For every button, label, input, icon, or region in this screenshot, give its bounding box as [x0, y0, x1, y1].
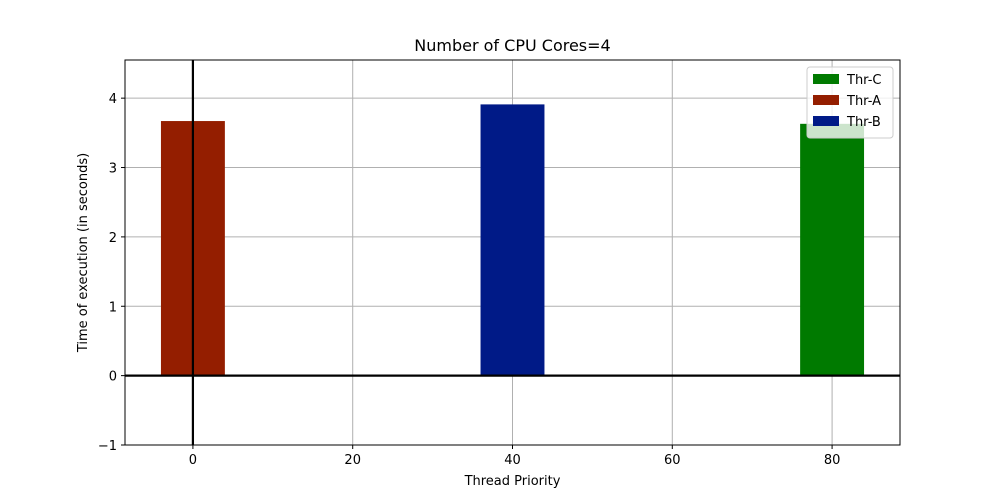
legend-swatch-thr-a: [813, 95, 839, 105]
y-tick-label: 4: [109, 92, 117, 107]
y-tick-label: 3: [109, 162, 117, 177]
y-axis-title: Time of execution (in seconds): [76, 153, 91, 353]
y-tick-label: −1: [98, 439, 117, 454]
legend-label-thr-c: Thr-C: [846, 73, 881, 88]
x-tick-label: 20: [344, 453, 361, 468]
legend-swatch-thr-b: [813, 116, 839, 126]
legend-label-thr-b: Thr-B: [846, 115, 881, 130]
legend-swatch-thr-c: [813, 74, 839, 84]
x-axis-title: Thread Priority: [464, 474, 561, 489]
legend-label-thr-a: Thr-A: [846, 94, 881, 109]
x-tick-label: 80: [824, 453, 841, 468]
chart-title: Number of CPU Cores=4: [414, 36, 610, 55]
y-tick-label: 1: [109, 300, 117, 315]
y-tick-label: 2: [109, 231, 117, 246]
bar-thr-b: [480, 104, 545, 376]
axis-ticks: 0 20 40 60 80 −1 0 1 2 3 4: [98, 92, 841, 468]
x-tick-label: 40: [504, 453, 521, 468]
reference-lines: [125, 60, 900, 445]
x-tick-label: 60: [664, 453, 681, 468]
legend: Thr-C Thr-A Thr-B: [806, 66, 894, 139]
x-tick-label: 0: [189, 453, 197, 468]
bar-thr-c: [800, 123, 865, 376]
y-tick-label: 0: [109, 370, 117, 385]
